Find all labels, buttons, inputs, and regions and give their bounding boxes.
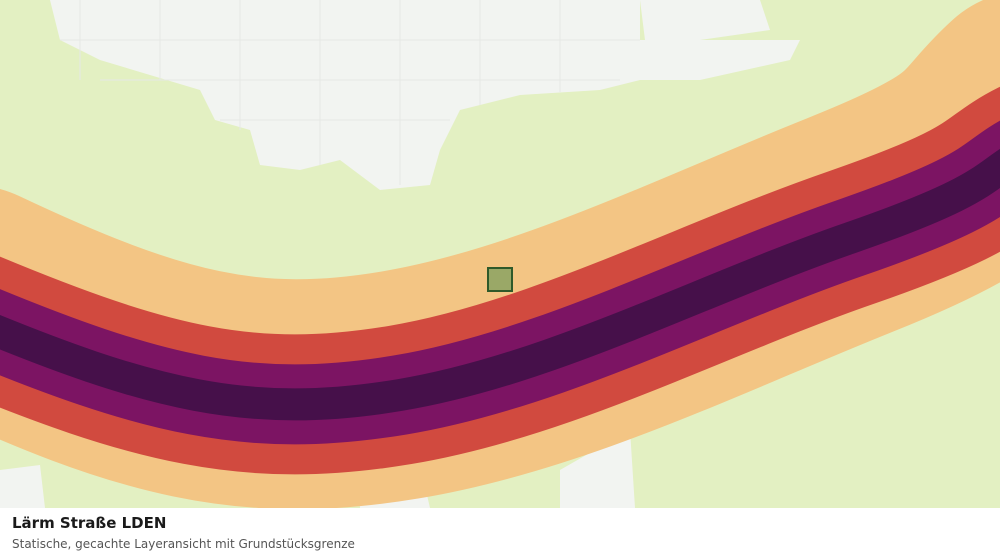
noise-bands: [0, 0, 1000, 508]
built-area: [50, 0, 800, 190]
caption-subtitle: Statische, gecachte Layeransicht mit Gru…: [12, 537, 355, 551]
built-area: [640, 0, 770, 40]
parcel-boundary[interactable]: [487, 267, 513, 292]
grid: [60, 0, 640, 185]
map: [0, 0, 1000, 508]
caption-title: Lärm Straße LDEN: [12, 514, 167, 532]
caption: Lärm Straße LDEN Statische, gecachte Lay…: [0, 508, 1000, 560]
built-area: [0, 430, 635, 508]
